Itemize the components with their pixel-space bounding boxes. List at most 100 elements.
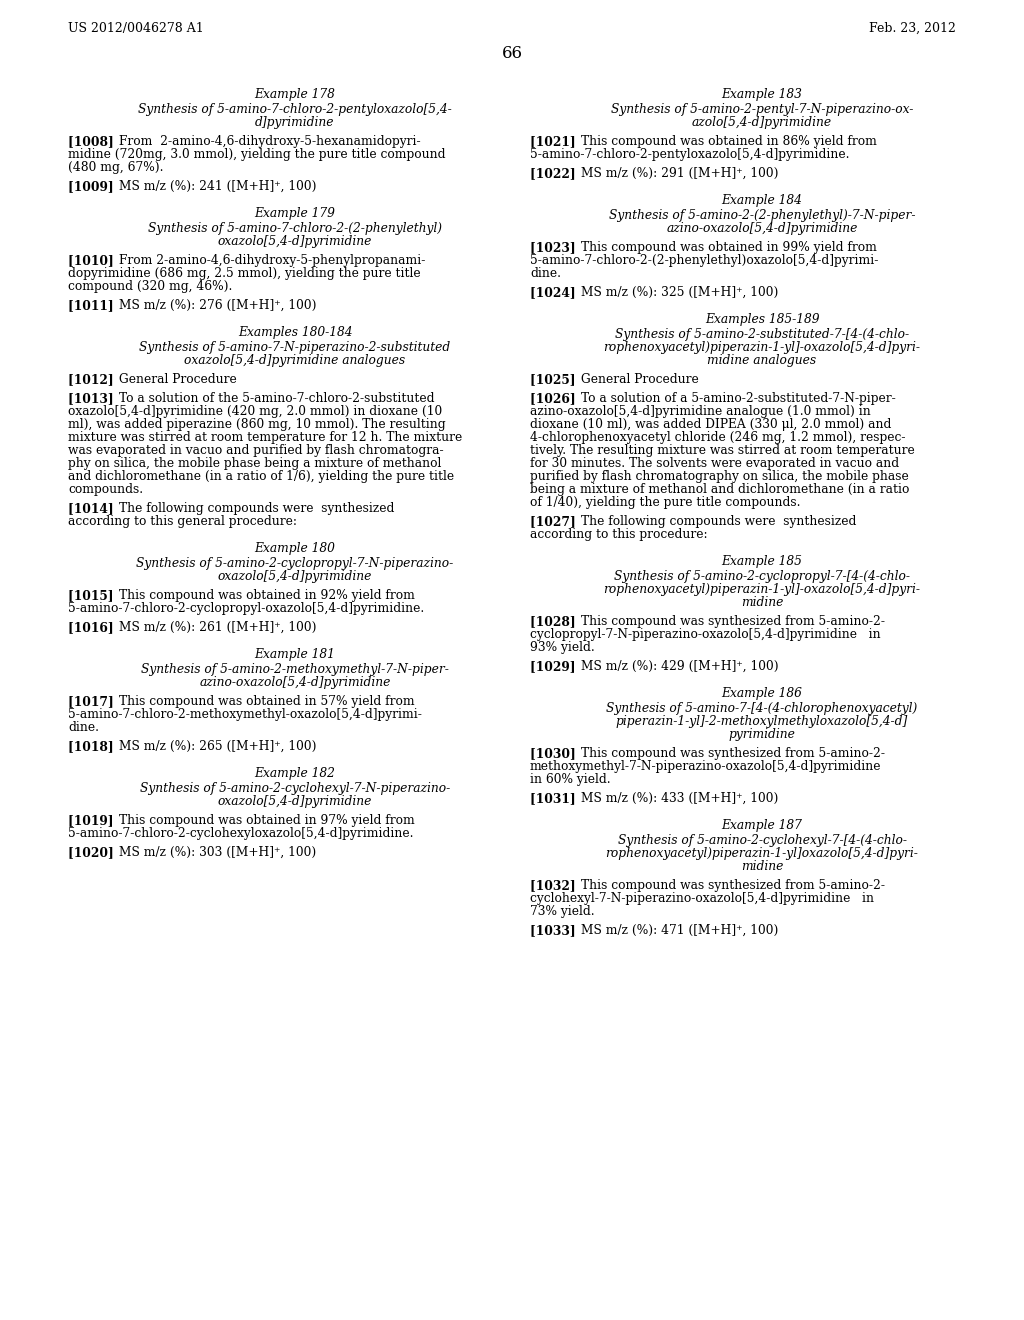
Text: oxazolo[5,4-d]pyrimidine: oxazolo[5,4-d]pyrimidine	[218, 235, 372, 248]
Text: This compound was obtained in 86% yield from: This compound was obtained in 86% yield …	[582, 135, 878, 148]
Text: This compound was obtained in 97% yield from: This compound was obtained in 97% yield …	[119, 814, 415, 828]
Text: Example 179: Example 179	[255, 207, 336, 220]
Text: MS m/z (%): 471 ([M+H]⁺, 100): MS m/z (%): 471 ([M+H]⁺, 100)	[582, 924, 778, 937]
Text: oxazolo[5,4-d]pyrimidine: oxazolo[5,4-d]pyrimidine	[218, 570, 372, 583]
Text: midine (720mg, 3.0 mmol), yielding the pure title compound: midine (720mg, 3.0 mmol), yielding the p…	[68, 148, 445, 161]
Text: MS m/z (%): 325 ([M+H]⁺, 100): MS m/z (%): 325 ([M+H]⁺, 100)	[582, 286, 778, 300]
Text: MS m/z (%): 276 ([M+H]⁺, 100): MS m/z (%): 276 ([M+H]⁺, 100)	[119, 300, 316, 312]
Text: Synthesis of 5-amino-2-cyclopropyl-7-[4-(4-chlo-: Synthesis of 5-amino-2-cyclopropyl-7-[4-…	[614, 570, 910, 583]
Text: Example 186: Example 186	[722, 686, 803, 700]
Text: Examples 185-189: Examples 185-189	[705, 313, 819, 326]
Text: [1020]: [1020]	[68, 846, 131, 859]
Text: methoxymethyl-7-N-piperazino-oxazolo[5,4-d]pyrimidine: methoxymethyl-7-N-piperazino-oxazolo[5,4…	[530, 760, 882, 774]
Text: according to this general procedure:: according to this general procedure:	[68, 515, 297, 528]
Text: midine: midine	[740, 597, 783, 609]
Text: [1018]: [1018]	[68, 741, 131, 752]
Text: This compound was synthesized from 5-amino-2-: This compound was synthesized from 5-ami…	[582, 615, 885, 628]
Text: for 30 minutes. The solvents were evaporated in vacuo and: for 30 minutes. The solvents were evapor…	[530, 457, 899, 470]
Text: Synthesis of 5-amino-7-chloro-2-pentyloxazolo[5,4-: Synthesis of 5-amino-7-chloro-2-pentylox…	[138, 103, 452, 116]
Text: ml), was added piperazine (860 mg, 10 mmol). The resulting: ml), was added piperazine (860 mg, 10 mm…	[68, 418, 445, 432]
Text: compound (320 mg, 46%).: compound (320 mg, 46%).	[68, 280, 232, 293]
Text: was evaporated in vacuo and purified by flash chromatogra-: was evaporated in vacuo and purified by …	[68, 444, 443, 457]
Text: MS m/z (%): 291 ([M+H]⁺, 100): MS m/z (%): 291 ([M+H]⁺, 100)	[582, 168, 778, 180]
Text: This compound was synthesized from 5-amino-2-: This compound was synthesized from 5-ami…	[582, 747, 885, 760]
Text: oxazolo[5,4-d]pyrimidine: oxazolo[5,4-d]pyrimidine	[218, 795, 372, 808]
Text: azino-oxazolo[5,4-d]pyrimidine analogue (1.0 mmol) in: azino-oxazolo[5,4-d]pyrimidine analogue …	[530, 405, 870, 418]
Text: Example 182: Example 182	[255, 767, 336, 780]
Text: [1019]: [1019]	[68, 814, 130, 828]
Text: [1030]: [1030]	[530, 747, 593, 760]
Text: cyclohexyl-7-N-piperazino-oxazolo[5,4-d]pyrimidine   in: cyclohexyl-7-N-piperazino-oxazolo[5,4-d]…	[530, 892, 874, 906]
Text: MS m/z (%): 261 ([M+H]⁺, 100): MS m/z (%): 261 ([M+H]⁺, 100)	[119, 620, 316, 634]
Text: [1011]: [1011]	[68, 300, 131, 312]
Text: MS m/z (%): 303 ([M+H]⁺, 100): MS m/z (%): 303 ([M+H]⁺, 100)	[119, 846, 316, 859]
Text: [1032]: [1032]	[530, 879, 593, 892]
Text: [1024]: [1024]	[530, 286, 593, 300]
Text: 5-amino-7-chloro-2-cyclopropyl-oxazolo[5,4-d]pyrimidine.: 5-amino-7-chloro-2-cyclopropyl-oxazolo[5…	[68, 602, 424, 615]
Text: [1023]: [1023]	[530, 242, 593, 253]
Text: [1027]: [1027]	[530, 515, 593, 528]
Text: Example 187: Example 187	[722, 818, 803, 832]
Text: From 2-amino-4,6-dihydroxy-5-phenylpropanami-: From 2-amino-4,6-dihydroxy-5-phenylpropa…	[119, 253, 426, 267]
Text: [1025]: [1025]	[530, 374, 593, 385]
Text: [1033]: [1033]	[530, 924, 593, 937]
Text: General Procedure: General Procedure	[119, 374, 237, 385]
Text: 5-amino-7-chloro-2-cyclohexyloxazolo[5,4-d]pyrimidine.: 5-amino-7-chloro-2-cyclohexyloxazolo[5,4…	[68, 828, 414, 840]
Text: The following compounds were  synthesized: The following compounds were synthesized	[582, 515, 856, 528]
Text: cyclopropyl-7-N-piperazino-oxazolo[5,4-d]pyrimidine   in: cyclopropyl-7-N-piperazino-oxazolo[5,4-d…	[530, 628, 881, 642]
Text: 73% yield.: 73% yield.	[530, 906, 595, 917]
Text: Synthesis of 5-amino-2-methoxymethyl-7-N-piper-: Synthesis of 5-amino-2-methoxymethyl-7-N…	[141, 663, 449, 676]
Text: 5-amino-7-chloro-2-methoxymethyl-oxazolo[5,4-d]pyrimi-: 5-amino-7-chloro-2-methoxymethyl-oxazolo…	[68, 708, 422, 721]
Text: rophenoxyacetyl)piperazin-1-yl]oxazolo[5,4-d]pyri-: rophenoxyacetyl)piperazin-1-yl]oxazolo[5…	[605, 847, 919, 861]
Text: To a solution of the 5-amino-7-chloro-2-substituted: To a solution of the 5-amino-7-chloro-2-…	[119, 392, 435, 405]
Text: [1031]: [1031]	[530, 792, 593, 805]
Text: [1008]: [1008]	[68, 135, 131, 148]
Text: rophenoxyacetyl)piperazin-1-yl]-oxazolo[5,4-d]pyri-: rophenoxyacetyl)piperazin-1-yl]-oxazolo[…	[603, 583, 921, 597]
Text: azino-oxazolo[5,4-d]pyrimidine: azino-oxazolo[5,4-d]pyrimidine	[200, 676, 391, 689]
Text: Synthesis of 5-amino-2-cyclopropyl-7-N-piperazino-: Synthesis of 5-amino-2-cyclopropyl-7-N-p…	[136, 557, 454, 570]
Text: Synthesis of 5-amino-2-(2-phenylethyl)-7-N-piper-: Synthesis of 5-amino-2-(2-phenylethyl)-7…	[608, 209, 915, 222]
Text: tively. The resulting mixture was stirred at room temperature: tively. The resulting mixture was stirre…	[530, 444, 914, 457]
Text: 5-amino-7-chloro-2-pentyloxazolo[5,4-d]pyrimidine.: 5-amino-7-chloro-2-pentyloxazolo[5,4-d]p…	[530, 148, 850, 161]
Text: of 1/40), yielding the pure title compounds.: of 1/40), yielding the pure title compou…	[530, 496, 801, 510]
Text: Example 180: Example 180	[255, 543, 336, 554]
Text: (480 mg, 67%).: (480 mg, 67%).	[68, 161, 164, 174]
Text: dopyrimidine (686 mg, 2.5 mmol), yielding the pure title: dopyrimidine (686 mg, 2.5 mmol), yieldin…	[68, 267, 421, 280]
Text: [1014]: [1014]	[68, 502, 131, 515]
Text: oxazolo[5,4-d]pyrimidine analogues: oxazolo[5,4-d]pyrimidine analogues	[184, 354, 406, 367]
Text: The following compounds were  synthesized: The following compounds were synthesized	[119, 502, 394, 515]
Text: MS m/z (%): 433 ([M+H]⁺, 100): MS m/z (%): 433 ([M+H]⁺, 100)	[582, 792, 778, 805]
Text: pyrimidine: pyrimidine	[728, 729, 796, 741]
Text: azolo[5,4-d]pyrimidine: azolo[5,4-d]pyrimidine	[692, 116, 833, 129]
Text: mixture was stirred at room temperature for 12 h. The mixture: mixture was stirred at room temperature …	[68, 432, 462, 444]
Text: From  2-amino-4,6-dihydroxy-5-hexanamidopyri-: From 2-amino-4,6-dihydroxy-5-hexanamidop…	[119, 135, 421, 148]
Text: This compound was synthesized from 5-amino-2-: This compound was synthesized from 5-ami…	[582, 879, 885, 892]
Text: dine.: dine.	[68, 721, 99, 734]
Text: Synthesis of 5-amino-7-N-piperazino-2-substituted: Synthesis of 5-amino-7-N-piperazino-2-su…	[139, 341, 451, 354]
Text: Feb. 23, 2012: Feb. 23, 2012	[869, 22, 956, 36]
Text: dioxane (10 ml), was added DIPEA (330 μl, 2.0 mmol) and: dioxane (10 ml), was added DIPEA (330 μl…	[530, 418, 891, 432]
Text: This compound was obtained in 57% yield from: This compound was obtained in 57% yield …	[119, 696, 415, 708]
Text: d]pyrimidine: d]pyrimidine	[255, 116, 335, 129]
Text: Synthesis of 5-amino-7-[4-(4-chlorophenoxyacetyl): Synthesis of 5-amino-7-[4-(4-chloropheno…	[606, 702, 918, 715]
Text: Example 178: Example 178	[255, 88, 336, 102]
Text: in 60% yield.: in 60% yield.	[530, 774, 610, 785]
Text: Example 181: Example 181	[255, 648, 336, 661]
Text: [1010]: [1010]	[68, 253, 131, 267]
Text: azino-oxazolo[5,4-d]pyrimidine: azino-oxazolo[5,4-d]pyrimidine	[667, 222, 858, 235]
Text: [1009]: [1009]	[68, 180, 131, 193]
Text: [1016]: [1016]	[68, 620, 131, 634]
Text: Synthesis of 5-amino-2-pentyl-7-N-piperazino-ox-: Synthesis of 5-amino-2-pentyl-7-N-pipera…	[610, 103, 913, 116]
Text: This compound was obtained in 92% yield from: This compound was obtained in 92% yield …	[119, 589, 415, 602]
Text: [1017]: [1017]	[68, 696, 131, 708]
Text: 66: 66	[502, 45, 522, 62]
Text: [1022]: [1022]	[530, 168, 593, 180]
Text: phy on silica, the mobile phase being a mixture of methanol: phy on silica, the mobile phase being a …	[68, 457, 441, 470]
Text: Synthesis of 5-amino-2-cyclohexyl-7-[4-(4-chlo-: Synthesis of 5-amino-2-cyclohexyl-7-[4-(…	[617, 834, 906, 847]
Text: dine.: dine.	[530, 267, 561, 280]
Text: oxazolo[5,4-d]pyrimidine (420 mg, 2.0 mmol) in dioxane (10: oxazolo[5,4-d]pyrimidine (420 mg, 2.0 mm…	[68, 405, 442, 418]
Text: General Procedure: General Procedure	[582, 374, 699, 385]
Text: [1015]: [1015]	[68, 589, 130, 602]
Text: compounds.: compounds.	[68, 483, 143, 496]
Text: according to this procedure:: according to this procedure:	[530, 528, 708, 541]
